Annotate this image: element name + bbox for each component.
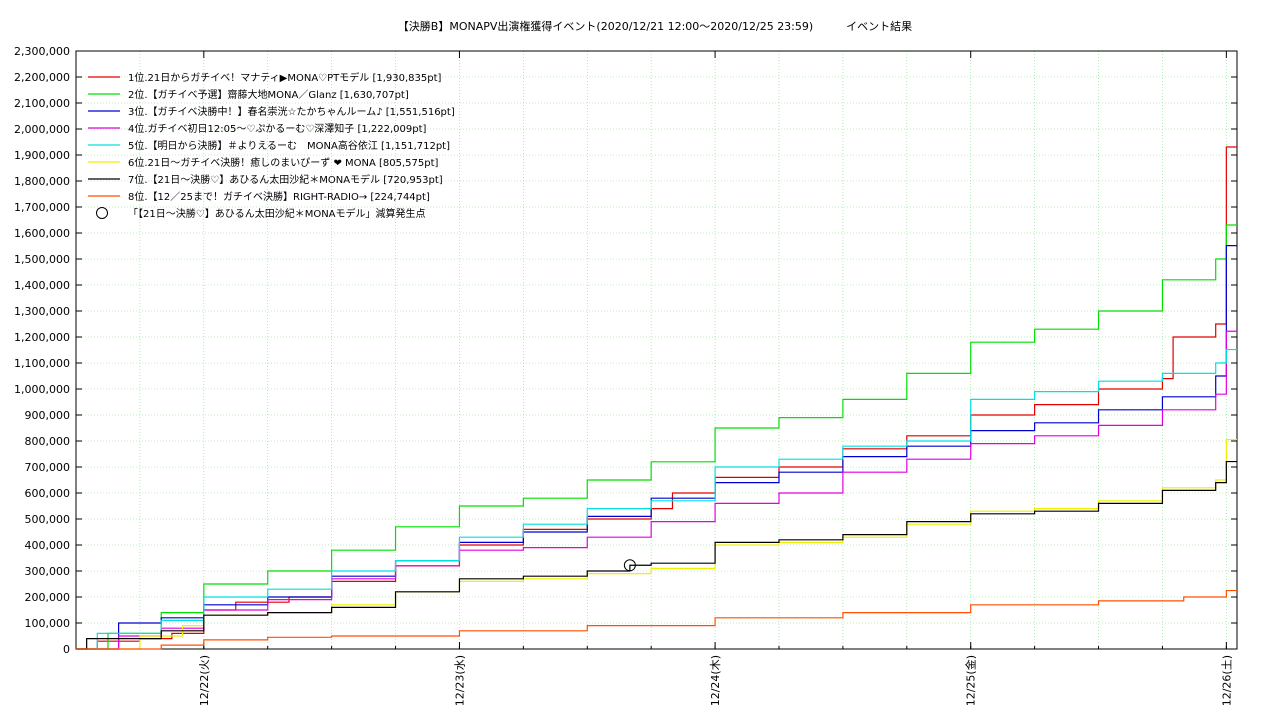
chart-title: 【決勝B】MONAPV出演権獲得イベント(2020/12/21 12:00〜20… (398, 19, 912, 33)
y-tick-label: 2,100,000 (14, 97, 70, 110)
y-tick-label: 1,300,000 (14, 305, 70, 318)
legend-label: 7位.【21日〜決勝♡】あひるん太田沙紀＊MONAモデル [720,953pt] (128, 173, 443, 186)
x-tick-label: 12/22(火) (198, 655, 211, 706)
series-line (76, 330, 1237, 650)
x-tick-label: 12/26(土) (1220, 655, 1233, 706)
series-line (76, 348, 1237, 650)
x-tick-label: 12/23(水) (453, 655, 466, 706)
y-tick-label: 100,000 (25, 617, 71, 630)
legend-label: 6位.21日〜ガチイベ決勝！癒しのまいぴーず ❤ MONA [805,575pt… (128, 156, 439, 169)
gridlines (76, 50, 1237, 649)
y-tick-label: 800,000 (25, 435, 71, 448)
y-tick-label: 2,200,000 (14, 71, 70, 84)
y-tick-label: 1,100,000 (14, 357, 70, 370)
legend-label: 2位.【ガチイベ予選】齋藤大地MONA／Glanz [1,630,707pt] (128, 88, 409, 101)
y-tick-label: 1,600,000 (14, 227, 70, 240)
legend-label: 8位.【12／25まで！ガチイベ決勝】RIGHT-RADIO→ [224,744… (128, 190, 430, 203)
x-tick-label: 12/24(木) (709, 655, 722, 706)
legend-label: 1位.21日からガチイベ！マナティ▶MONA♡PTモデル [1,930,835p… (128, 71, 442, 84)
y-tick-label: 2,000,000 (14, 123, 70, 136)
y-tick-label: 1,900,000 (14, 149, 70, 162)
y-tick-label: 300,000 (25, 565, 71, 578)
legend-label: 5位.【明日から決勝】＃よりえるーむ MONA高谷依江 [1,151,712pt… (128, 139, 450, 152)
y-tick-label: 1,700,000 (14, 201, 70, 214)
series-line (76, 245, 1237, 650)
markers (623, 559, 636, 572)
y-tick-label: 700,000 (25, 461, 71, 474)
series-line (76, 589, 1237, 650)
y-tick-label: 2,300,000 (14, 45, 70, 58)
y-tick-label: 0 (63, 643, 70, 656)
y-tick-label: 400,000 (25, 539, 71, 552)
legend-marker-symbol (96, 207, 108, 219)
y-tick-label: 1,200,000 (14, 331, 70, 344)
marker-circle (623, 559, 636, 572)
legend: 1位.21日からガチイベ！マナティ▶MONA♡PTモデル [1,930,835p… (88, 71, 455, 220)
x-tick-label: 12/25(金) (964, 655, 978, 706)
y-tick-label: 1,500,000 (14, 253, 70, 266)
legend-marker-label: 「【21日〜決勝♡】あひるん太田沙紀＊MONAモデル」減算発生点 (128, 207, 426, 220)
series-line (76, 460, 1237, 650)
y-tick-label: 1,400,000 (14, 279, 70, 292)
legend-label: 4位.ガチイベ初日12:05〜♡ぷかるーむ♡深澤知子 [1,222,009pt] (128, 122, 427, 135)
y-tick-label: 900,000 (25, 409, 71, 422)
legend-label: 3位.【ガチイベ決勝中！】春名崇洸☆たかちゃんルーム♪ [1,551,516pt… (128, 105, 455, 118)
y-tick-label: 200,000 (25, 591, 71, 604)
y-tick-label: 1,800,000 (14, 175, 70, 188)
series-lines (76, 146, 1237, 650)
y-tick-label: 600,000 (25, 487, 71, 500)
series-line (76, 224, 1237, 650)
y-tick-label: 500,000 (25, 513, 71, 526)
y-tick-label: 1,000,000 (14, 383, 70, 396)
